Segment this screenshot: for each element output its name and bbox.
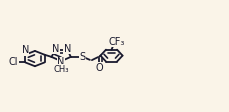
Text: Cl: Cl xyxy=(9,57,18,67)
Text: CH₃: CH₃ xyxy=(53,65,68,74)
Text: CF₃: CF₃ xyxy=(108,37,125,47)
Text: N: N xyxy=(22,45,29,55)
Text: S: S xyxy=(79,52,85,62)
Text: N: N xyxy=(57,57,65,67)
Text: N: N xyxy=(63,44,71,54)
Text: N: N xyxy=(52,44,59,54)
Text: O: O xyxy=(95,62,102,72)
